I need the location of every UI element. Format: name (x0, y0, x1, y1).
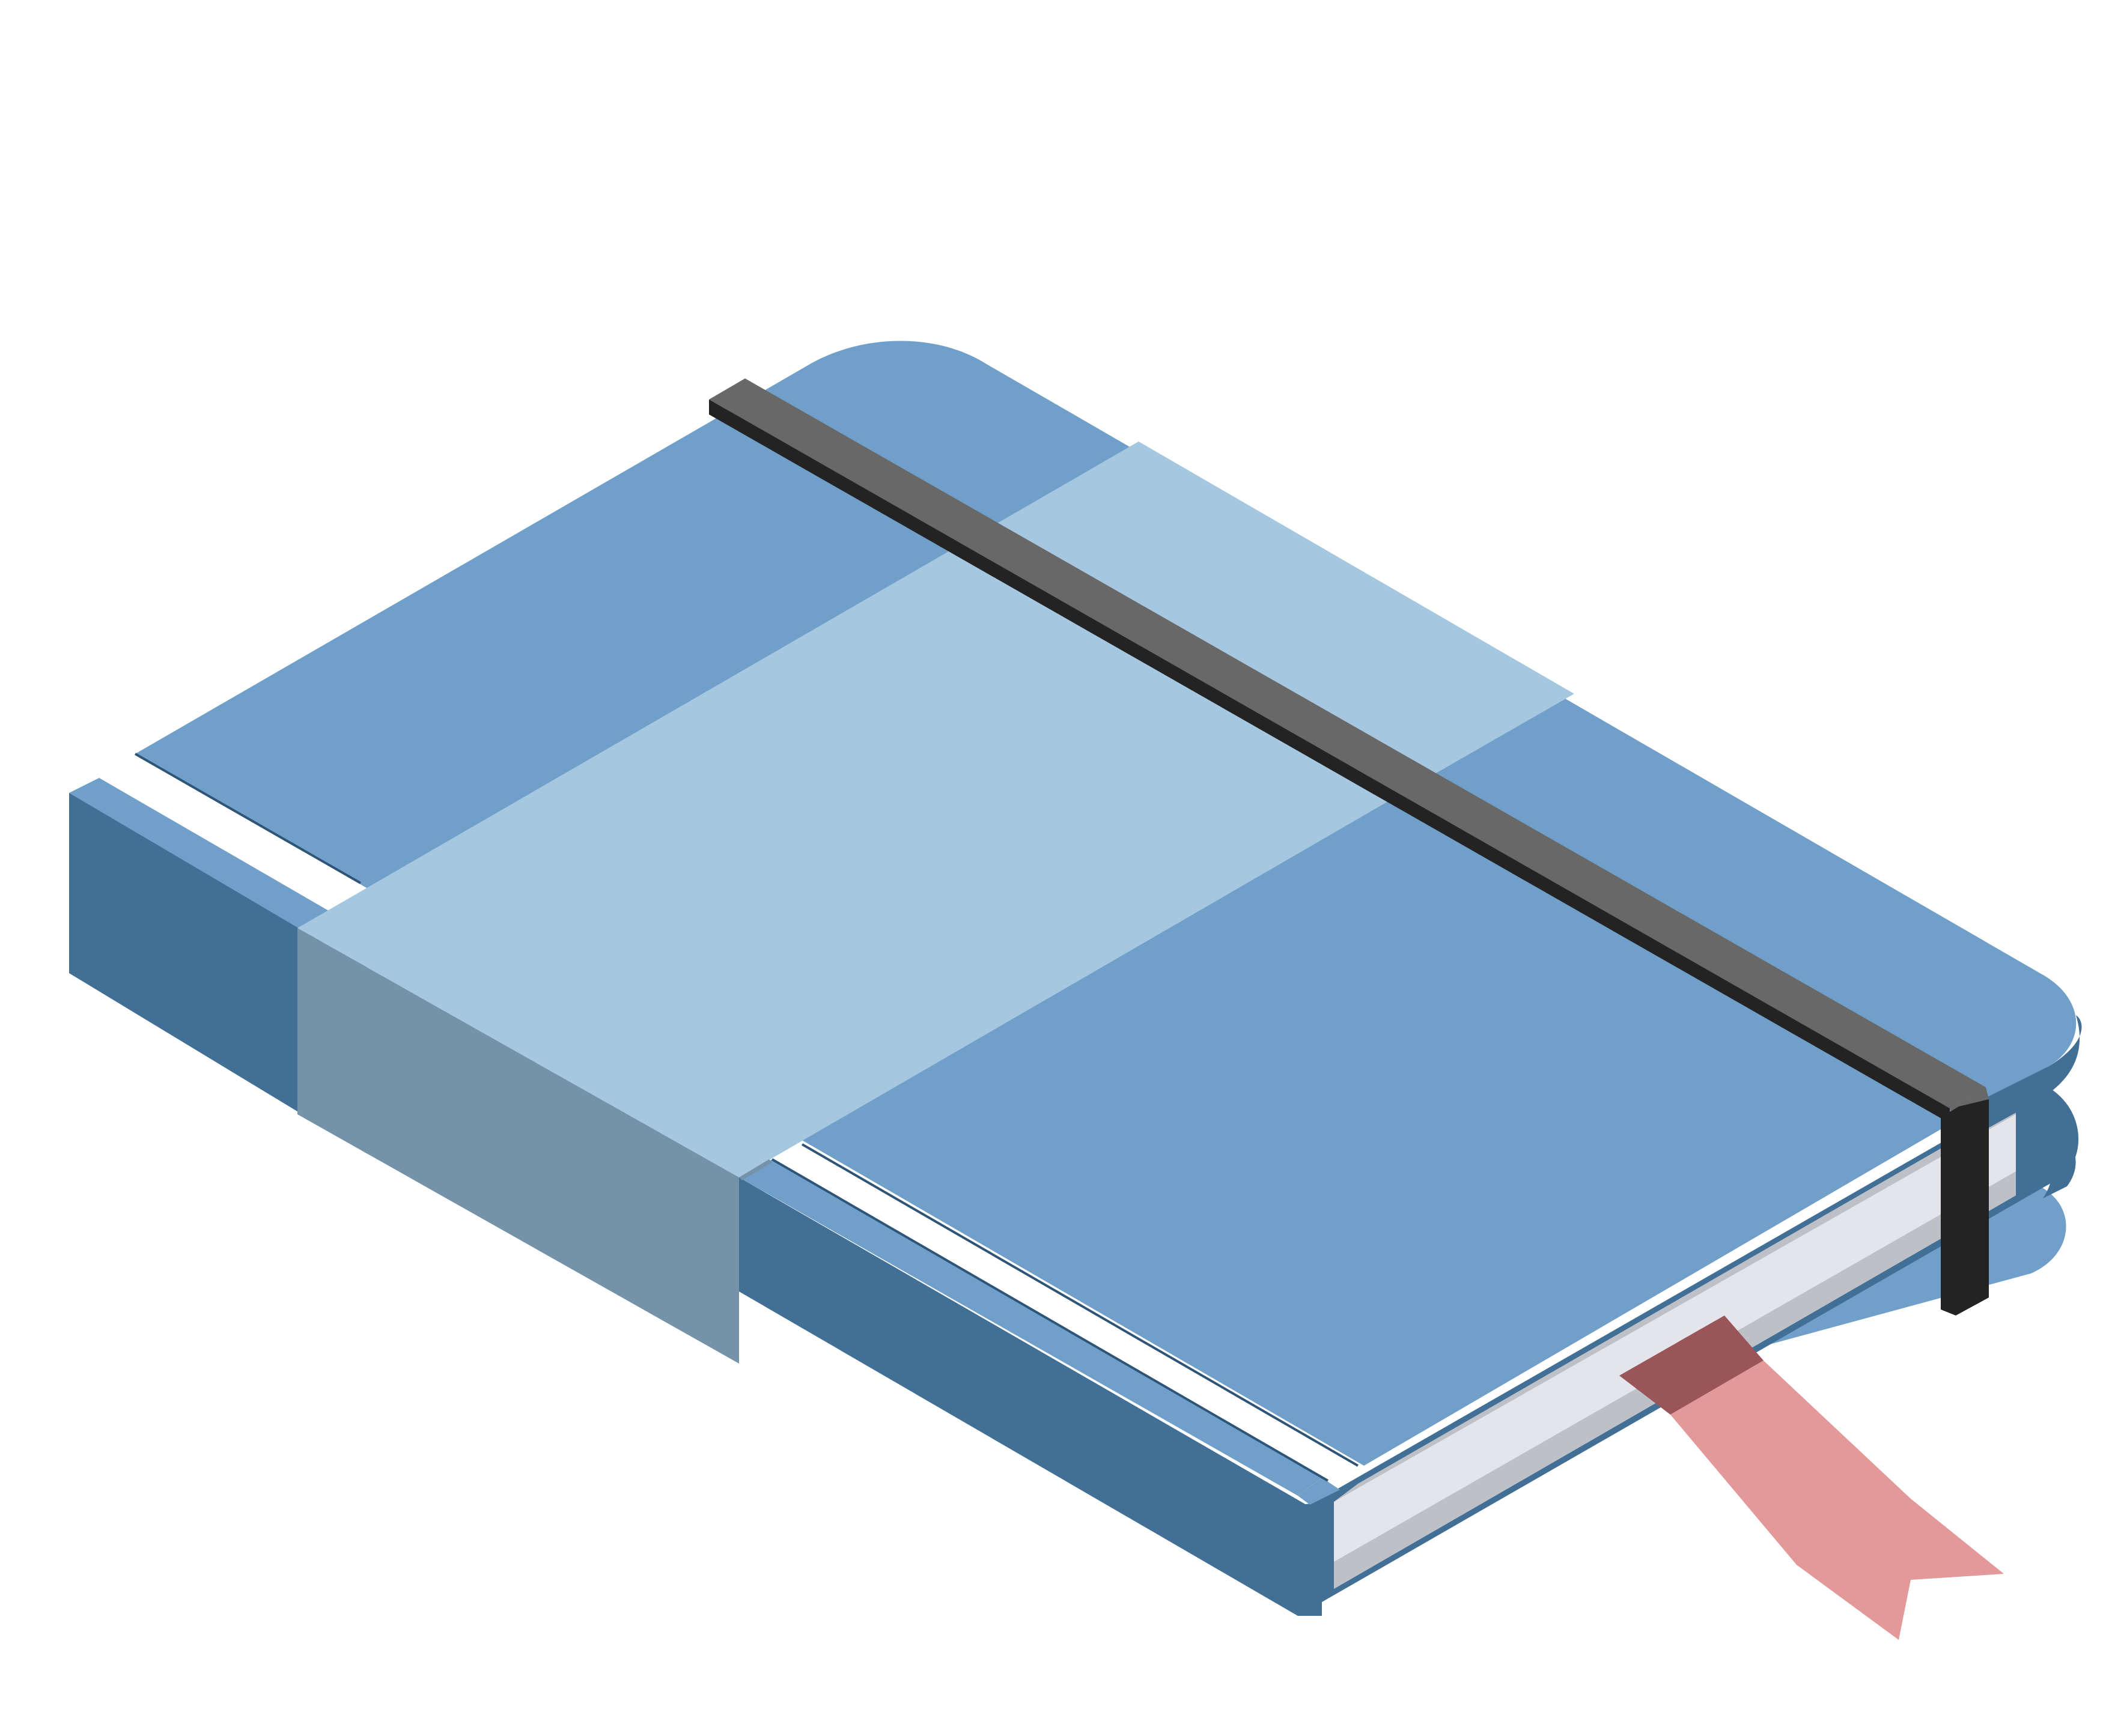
groove-right-b (771, 1158, 1329, 1482)
band-right-edge (739, 1159, 772, 1180)
elastic-strap (709, 378, 1989, 1316)
back-cover-lip (2004, 1124, 2076, 1198)
ribbon-bookmark (1619, 1316, 2004, 1640)
spine (69, 793, 1334, 1616)
elastic-end-side (1941, 1099, 1989, 1316)
band-side-face (297, 928, 739, 1364)
elastic-front (709, 399, 1950, 1123)
spine-right-face (739, 1177, 1322, 1616)
groove-right (801, 1143, 1359, 1467)
spine-left-face (69, 793, 367, 1153)
paper-band (297, 442, 1574, 1364)
ribbon-inner (1619, 1316, 1764, 1415)
page-edge-top (1334, 1105, 2016, 1502)
front-cover-flap-left (69, 778, 385, 961)
front-cover-right-edge (1983, 1015, 2082, 1129)
elastic-top (709, 378, 1986, 1108)
ribbon-tail (1670, 1361, 2004, 1640)
spine-lower-strip (1298, 1502, 1334, 1616)
band-top-face (297, 442, 1574, 1177)
groove-left (135, 753, 361, 884)
spine-top-lip (1298, 1478, 1340, 1505)
front-cover-flap-right (739, 1159, 1322, 1496)
